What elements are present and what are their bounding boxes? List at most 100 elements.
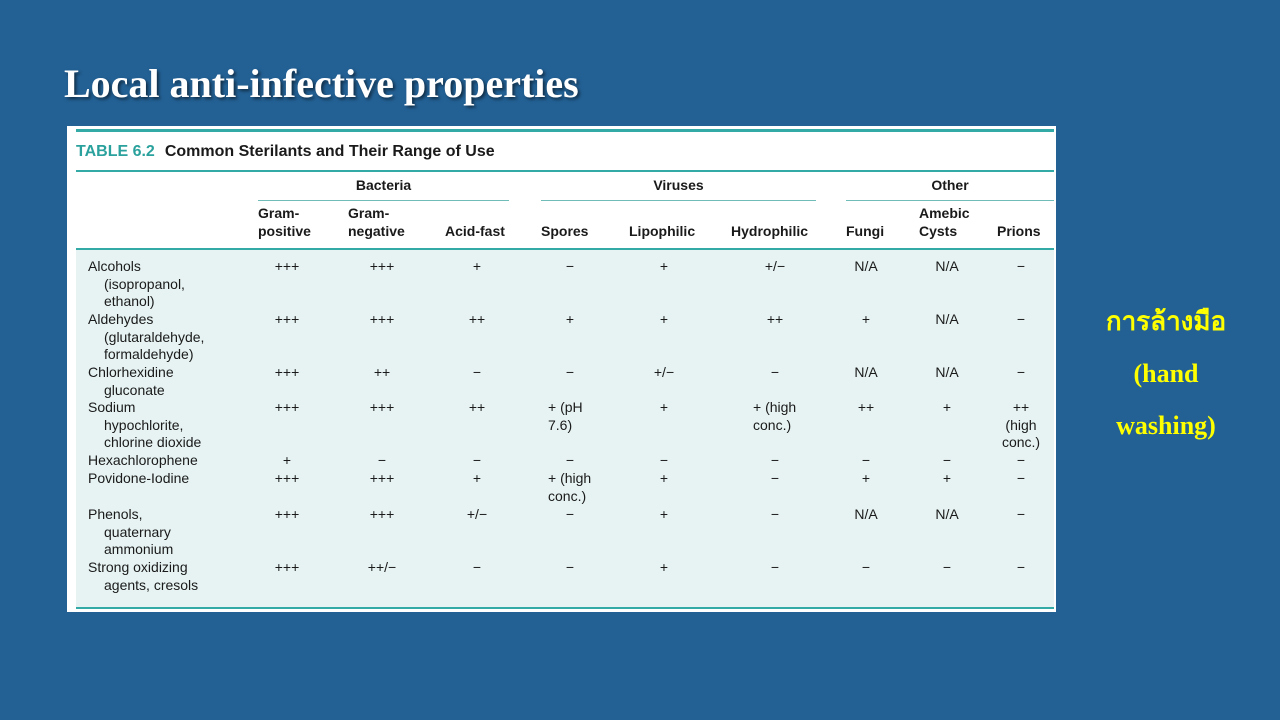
sterilants-table: TABLE 6.2 Common Sterilants and Their Ran… bbox=[67, 126, 1056, 612]
value-cell: ++ bbox=[468, 311, 486, 327]
column-header-spores: Spores bbox=[541, 223, 589, 239]
agent-name-cell: Hexachlorophene bbox=[88, 452, 198, 468]
value-cell: +/− bbox=[653, 364, 675, 380]
column-header-amebic-cysts: Amebic Cysts bbox=[919, 205, 970, 239]
group-header-bacteria: Bacteria bbox=[355, 177, 412, 193]
hand-washing-note: การล้างมือ (hand washing) bbox=[1090, 296, 1242, 452]
header-rule bbox=[76, 248, 1054, 250]
value-cell: + bbox=[565, 311, 575, 327]
value-cell: − bbox=[1016, 559, 1026, 575]
value-cell: + bbox=[659, 258, 669, 274]
column-header-prions: Prions bbox=[997, 223, 1041, 239]
hand-text: (hand bbox=[1133, 359, 1199, 388]
value-cell: + bbox=[861, 311, 871, 327]
value-cell: +++ bbox=[369, 470, 395, 486]
value-cell: − bbox=[377, 452, 387, 468]
column-header-lipophilic: Lipophilic bbox=[629, 223, 696, 239]
agent-name-cell: Alcohols (isopropanol, ethanol) bbox=[88, 258, 185, 309]
value-cell: − bbox=[659, 452, 669, 468]
column-header-gram-negative: Gram-negative bbox=[348, 205, 405, 239]
value-cell: N/A bbox=[935, 364, 959, 380]
agent-name-cell: Phenols, quaternary ammonium bbox=[88, 506, 174, 557]
agent-name-cell: Povidone-Iodine bbox=[88, 470, 190, 486]
value-cell: + bbox=[659, 470, 669, 486]
group-rule-other bbox=[846, 200, 1054, 201]
column-header-gram-positive: Gram-positive bbox=[258, 205, 311, 239]
value-cell: − bbox=[861, 559, 871, 575]
value-cell: − bbox=[861, 452, 871, 468]
value-cell: + (high conc.) bbox=[548, 470, 592, 504]
value-cell: + bbox=[659, 311, 669, 327]
value-cell: +++ bbox=[369, 311, 395, 327]
value-cell: − bbox=[1016, 311, 1026, 327]
value-cell: + bbox=[472, 470, 482, 486]
value-cell: N/A bbox=[854, 506, 878, 522]
table-title: Common Sterilants and Their Range of Use bbox=[164, 143, 495, 160]
table-top-rule bbox=[76, 129, 1054, 132]
agent-name-cell: Aldehydes (glutaraldehyde, formaldehyde) bbox=[88, 311, 205, 362]
value-cell: − bbox=[565, 506, 575, 522]
value-cell: + bbox=[472, 258, 482, 274]
agent-name-cell: Chlorhexidine gluconate bbox=[88, 364, 174, 398]
value-cell: − bbox=[472, 452, 482, 468]
table-body: Alcohols (isopropanol, ethanol) +++ +++ + − + +/… bbox=[76, 250, 1054, 607]
value-cell: − bbox=[770, 470, 780, 486]
table-number: TABLE 6.2 bbox=[76, 143, 155, 160]
column-header-fungi: Fungi bbox=[846, 223, 885, 239]
table-bottom-rule bbox=[76, 607, 1054, 609]
slide-title: Local anti-infective properties bbox=[64, 61, 579, 106]
value-cell: +++ bbox=[274, 364, 300, 380]
value-cell: − bbox=[1016, 470, 1026, 486]
value-cell: + (high conc.) bbox=[753, 399, 797, 433]
value-cell: − bbox=[1016, 506, 1026, 522]
table-header: Bacteria Viruses Other Gram-positive Gra… bbox=[76, 174, 1054, 248]
value-cell: − bbox=[565, 258, 575, 274]
value-cell: − bbox=[770, 559, 780, 575]
value-cell: +++ bbox=[369, 506, 395, 522]
value-cell: ++ (high conc.) bbox=[1001, 399, 1041, 450]
caption-rule bbox=[76, 170, 1054, 172]
value-cell: + bbox=[659, 559, 669, 575]
value-cell: − bbox=[472, 364, 482, 380]
value-cell: +++ bbox=[274, 399, 300, 415]
value-cell: +/− bbox=[764, 258, 786, 274]
value-cell: + bbox=[942, 399, 952, 415]
value-cell: +++ bbox=[274, 506, 300, 522]
value-cell: + bbox=[659, 506, 669, 522]
value-cell: − bbox=[472, 559, 482, 575]
value-cell: ++ bbox=[468, 399, 486, 415]
group-header-viruses: Viruses bbox=[653, 177, 704, 193]
value-cell: + bbox=[282, 452, 292, 468]
value-cell: − bbox=[1016, 364, 1026, 380]
value-cell: − bbox=[770, 364, 780, 380]
value-cell: +++ bbox=[274, 470, 300, 486]
value-cell: ++ bbox=[766, 311, 784, 327]
value-cell: N/A bbox=[935, 258, 959, 274]
washing-text: washing) bbox=[1116, 411, 1216, 440]
column-header-acid-fast: Acid-fast bbox=[445, 223, 505, 239]
value-cell: N/A bbox=[935, 311, 959, 327]
value-cell: + (pH 7.6) bbox=[548, 399, 583, 433]
value-cell: +/− bbox=[466, 506, 488, 522]
group-header-other: Other bbox=[931, 177, 969, 193]
value-cell: N/A bbox=[935, 506, 959, 522]
agent-name-cell: Strong oxidizing agents, cresols bbox=[88, 559, 199, 593]
value-cell: + bbox=[861, 470, 871, 486]
value-cell: − bbox=[942, 452, 952, 468]
value-cell: − bbox=[1016, 258, 1026, 274]
value-cell: +++ bbox=[369, 258, 395, 274]
value-cell: − bbox=[942, 559, 952, 575]
value-cell: N/A bbox=[854, 258, 878, 274]
value-cell: − bbox=[565, 364, 575, 380]
value-cell: ++ bbox=[373, 364, 391, 380]
value-cell: ++/− bbox=[367, 559, 397, 575]
group-rule-bacteria bbox=[258, 200, 509, 201]
value-cell: +++ bbox=[274, 258, 300, 274]
value-cell: +++ bbox=[274, 559, 300, 575]
value-cell: +++ bbox=[274, 311, 300, 327]
value-cell: − bbox=[1016, 452, 1026, 468]
value-cell: + bbox=[659, 399, 669, 415]
thai-hand-washing-text: การล้างมือ bbox=[1105, 307, 1227, 336]
table-caption: TABLE 6.2 Common Sterilants and Their Ran… bbox=[76, 143, 495, 161]
agent-name-cell: Sodium hypochlorite, chlorine dioxide bbox=[88, 399, 202, 450]
